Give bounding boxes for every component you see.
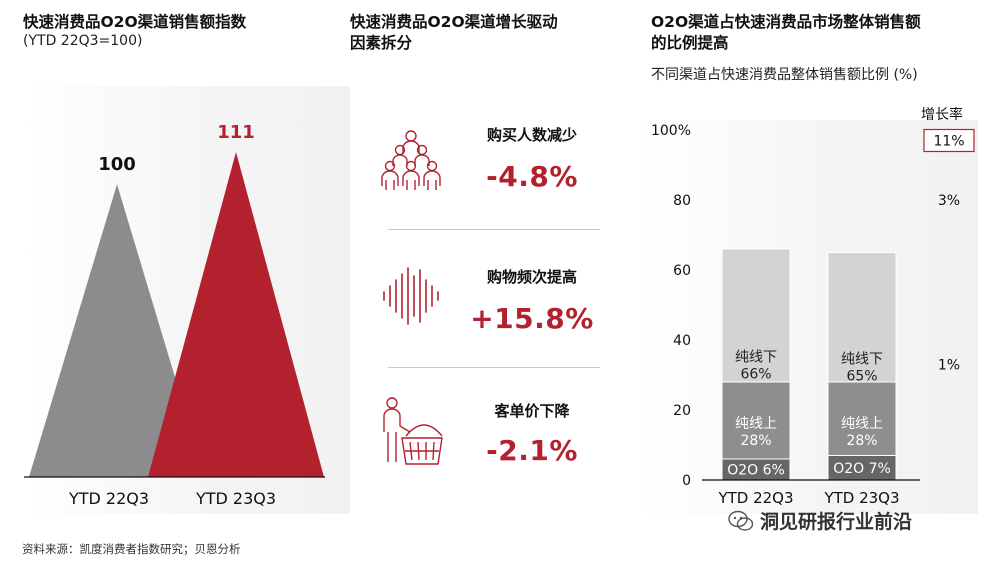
share-segment-value-1-纯线下: 66% <box>740 367 771 383</box>
share-segment-label-1-O2O: O2O 6% <box>727 463 785 479</box>
share-segment-value-1-纯线上: 28% <box>740 433 771 449</box>
people-group-icon <box>381 130 441 190</box>
wechat-icon <box>728 510 754 531</box>
watermark: 洞见研报行业前沿 <box>728 507 912 534</box>
index-category-label-1: YTD 22Q3 <box>68 489 149 508</box>
panel2-title-line1: 快速消费品O2O渠道增长驱动 <box>350 13 558 31</box>
index-chart: 100 YTD 22Q3 111 YTD 23Q3 <box>24 122 325 508</box>
growth-value-O2O: 11% <box>933 134 964 150</box>
driver-divider-2 <box>388 367 600 368</box>
share-y-tick-80: 80 <box>673 193 691 209</box>
sound-wave-icon <box>383 267 439 325</box>
share-y-tick-100: 100% <box>651 123 691 139</box>
share-bar-2-O2O <box>827 455 897 481</box>
panel2-title-line2: 因素拆分 <box>350 34 413 52</box>
growth-header: 增长率 <box>921 107 963 123</box>
source-note: 资料来源：凯度消费者指数研究；贝恩分析 <box>22 542 241 556</box>
driver-divider-1 <box>388 229 600 230</box>
panel3-background <box>640 120 978 514</box>
index-triangle-1 <box>29 184 205 477</box>
driver-value-frequency: +15.8% <box>470 302 594 335</box>
index-value-label-1: 100 <box>98 154 136 175</box>
driver-label-basket: 客单价下降 <box>494 402 570 420</box>
share-y-tick-40: 40 <box>673 333 691 349</box>
shopper-basket-icon <box>383 397 443 465</box>
share-y-tick-60: 60 <box>673 263 691 279</box>
driver-label-frequency: 购物频次提高 <box>486 268 577 286</box>
growth-value-纯线上: 3% <box>938 193 960 209</box>
share-segment-name-1-纯线下: 纯线下 <box>735 350 777 366</box>
growth-highlight-box <box>923 128 975 153</box>
panel3-title-line1: O2O渠道占快速消费品市场整体销售额 <box>651 13 921 31</box>
watermark-text: 洞见研报行业前沿 <box>760 511 913 533</box>
panel3-subtitle: 不同渠道占快速消费品整体销售额比例 (%) <box>651 67 918 83</box>
driver-value-basket: -2.1% <box>486 434 578 467</box>
panel3-title-line2: 的比例提高 <box>651 34 729 52</box>
share-segment-value-2-纯线上: 28% <box>846 433 877 449</box>
driver-value-buyers: -4.8% <box>486 160 578 193</box>
panel1-subtitle: (YTD 22Q3=100) <box>23 33 143 49</box>
share-segment-name-1-纯线上: 纯线上 <box>735 416 777 432</box>
share-category-label-1: YTD 22Q3 <box>717 489 793 507</box>
index-triangle-2 <box>148 152 324 477</box>
share-y-tick-0: 0 <box>682 473 691 489</box>
share-y-tick-20: 20 <box>673 403 691 419</box>
driver-label-buyers: 购买人数减少 <box>486 126 577 144</box>
share-segment-name-2-纯线上: 纯线上 <box>841 416 883 432</box>
index-value-label-2: 111 <box>217 122 255 143</box>
growth-value-纯线下: 1% <box>938 358 960 374</box>
share-category-label-2: YTD 23Q3 <box>823 489 899 507</box>
index-category-label-2: YTD 23Q3 <box>195 489 276 508</box>
share-segment-label-2-O2O: O2O 7% <box>833 461 891 477</box>
panel1-title: 快速消费品O2O渠道销售额指数 <box>23 13 247 31</box>
share-segment-value-2-纯线下: 65% <box>846 368 877 384</box>
share-segment-name-2-纯线下: 纯线下 <box>841 351 883 367</box>
